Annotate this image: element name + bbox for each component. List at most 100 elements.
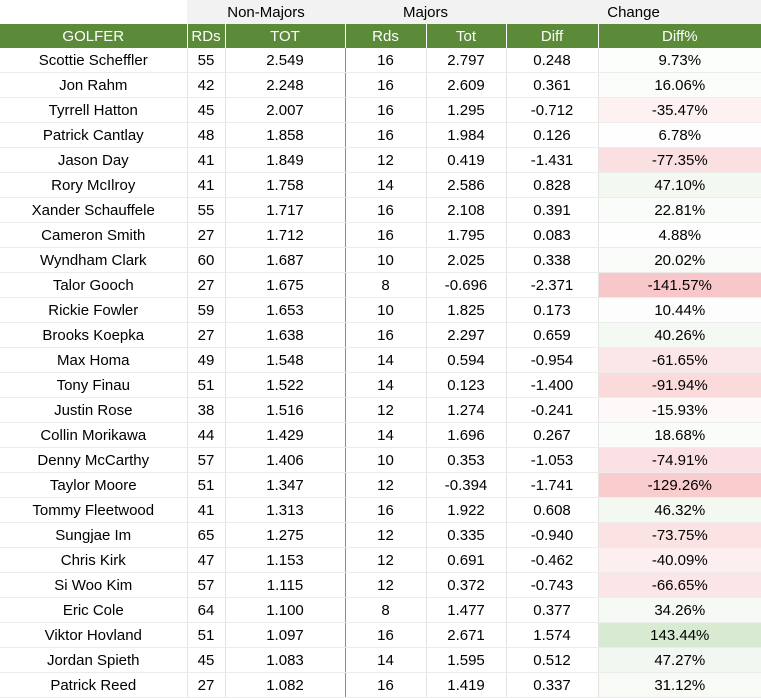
cell-diff-pct[interactable]: 10.44% [598, 297, 761, 323]
cell-golfer[interactable]: Cameron Smith [0, 222, 188, 248]
cell-m-tot[interactable]: 1.595 [426, 647, 507, 673]
cell-nm-rds[interactable]: 51 [187, 372, 226, 398]
cell-diff-pct[interactable]: 47.27% [598, 647, 761, 673]
cell-golfer[interactable]: Justin Rose [0, 397, 188, 423]
cell-golfer[interactable]: Tyrrell Hatton [0, 97, 188, 123]
cell-m-rds[interactable]: 12 [345, 147, 427, 173]
cell-m-rds[interactable]: 16 [345, 97, 427, 123]
cell-nm-rds[interactable]: 57 [187, 572, 226, 598]
cell-nm-rds[interactable]: 45 [187, 647, 226, 673]
column-header-golfer[interactable]: GOLFER [0, 24, 187, 48]
cell-diff-pct[interactable]: 40.26% [598, 322, 761, 348]
cell-m-rds[interactable]: 10 [345, 447, 427, 473]
cell-diff[interactable]: 0.391 [506, 197, 599, 223]
cell-golfer[interactable]: Si Woo Kim [0, 572, 188, 598]
cell-m-tot[interactable]: 1.922 [426, 497, 507, 523]
cell-diff-pct[interactable]: -40.09% [598, 547, 761, 573]
cell-diff[interactable]: -0.940 [506, 522, 599, 548]
cell-diff[interactable]: -0.241 [506, 397, 599, 423]
cell-golfer[interactable]: Patrick Cantlay [0, 122, 188, 148]
cell-golfer[interactable]: Wyndham Clark [0, 247, 188, 273]
cell-m-tot[interactable]: 2.586 [426, 172, 507, 198]
cell-golfer[interactable]: Eric Cole [0, 597, 188, 623]
cell-diff-pct[interactable]: 47.10% [598, 172, 761, 198]
cell-m-tot[interactable]: -0.696 [426, 272, 507, 298]
cell-nm-rds[interactable]: 41 [187, 172, 226, 198]
cell-m-rds[interactable]: 16 [345, 222, 427, 248]
cell-m-tot[interactable]: 1.696 [426, 422, 507, 448]
cell-diff[interactable]: 0.512 [506, 647, 599, 673]
cell-diff[interactable]: 0.338 [506, 247, 599, 273]
cell-diff[interactable]: 0.659 [506, 322, 599, 348]
cell-nm-rds[interactable]: 27 [187, 272, 226, 298]
cell-nm-rds[interactable]: 48 [187, 122, 226, 148]
cell-diff-pct[interactable]: -61.65% [598, 347, 761, 373]
cell-diff-pct[interactable]: -73.75% [598, 522, 761, 548]
cell-m-rds[interactable]: 8 [345, 272, 427, 298]
cell-diff-pct[interactable]: -91.94% [598, 372, 761, 398]
cell-m-tot[interactable]: 2.609 [426, 72, 507, 98]
cell-nm-rds[interactable]: 65 [187, 522, 226, 548]
cell-diff-pct[interactable]: 22.81% [598, 197, 761, 223]
cell-diff[interactable]: -1.053 [506, 447, 599, 473]
cell-diff-pct[interactable]: 143.44% [598, 622, 761, 648]
cell-m-tot[interactable]: 0.372 [426, 572, 507, 598]
group-header-blank[interactable] [0, 0, 187, 24]
cell-nm-rds[interactable]: 51 [187, 622, 226, 648]
cell-diff[interactable]: 0.377 [506, 597, 599, 623]
cell-diff-pct[interactable]: 9.73% [598, 48, 761, 73]
cell-nm-tot[interactable]: 1.115 [225, 572, 346, 598]
group-header-non-majors[interactable]: Non-Majors [187, 0, 345, 24]
cell-nm-rds[interactable]: 27 [187, 222, 226, 248]
cell-diff[interactable]: 0.126 [506, 122, 599, 148]
column-header-m-tot[interactable]: Tot [425, 24, 507, 48]
cell-diff[interactable]: -1.400 [506, 372, 599, 398]
cell-golfer[interactable]: Viktor Hovland [0, 622, 188, 648]
cell-diff-pct[interactable]: -74.91% [598, 447, 761, 473]
cell-nm-rds[interactable]: 55 [187, 48, 226, 73]
cell-nm-tot[interactable]: 1.548 [225, 347, 346, 373]
cell-diff[interactable]: -0.743 [506, 572, 599, 598]
cell-golfer[interactable]: Collin Morikawa [0, 422, 188, 448]
cell-nm-tot[interactable]: 1.858 [225, 122, 346, 148]
cell-m-rds[interactable]: 12 [345, 397, 427, 423]
column-header-nm-tot[interactable]: TOT [224, 24, 345, 48]
cell-diff[interactable]: -0.954 [506, 347, 599, 373]
cell-diff-pct[interactable]: 6.78% [598, 122, 761, 148]
cell-m-tot[interactable]: 2.671 [426, 622, 507, 648]
cell-diff[interactable]: -1.431 [506, 147, 599, 173]
cell-m-tot[interactable]: 1.984 [426, 122, 507, 148]
cell-golfer[interactable]: Talor Gooch [0, 272, 188, 298]
cell-m-tot[interactable]: 0.691 [426, 547, 507, 573]
cell-m-tot[interactable]: 1.295 [426, 97, 507, 123]
group-header-majors[interactable]: Majors [345, 0, 507, 24]
cell-diff[interactable]: 0.337 [506, 672, 599, 698]
cell-nm-rds[interactable]: 27 [187, 322, 226, 348]
cell-diff[interactable]: -1.741 [506, 472, 599, 498]
column-header-diff[interactable]: Diff [505, 24, 599, 48]
cell-m-rds[interactable]: 10 [345, 297, 427, 323]
cell-m-tot[interactable]: 1.419 [426, 672, 507, 698]
cell-diff-pct[interactable]: 18.68% [598, 422, 761, 448]
cell-diff-pct[interactable]: -66.65% [598, 572, 761, 598]
cell-golfer[interactable]: Xander Schauffele [0, 197, 188, 223]
column-header-m-rds[interactable]: Rds [344, 24, 426, 48]
cell-nm-tot[interactable]: 1.712 [225, 222, 346, 248]
cell-golfer[interactable]: Jason Day [0, 147, 188, 173]
cell-golfer[interactable]: Max Homa [0, 347, 188, 373]
cell-m-rds[interactable]: 12 [345, 472, 427, 498]
cell-nm-tot[interactable]: 1.717 [225, 197, 346, 223]
cell-diff-pct[interactable]: 20.02% [598, 247, 761, 273]
cell-nm-tot[interactable]: 2.007 [225, 97, 346, 123]
cell-nm-tot[interactable]: 1.653 [225, 297, 346, 323]
cell-nm-tot[interactable]: 1.758 [225, 172, 346, 198]
cell-nm-tot[interactable]: 1.522 [225, 372, 346, 398]
cell-m-rds[interactable]: 16 [345, 322, 427, 348]
cell-nm-tot[interactable]: 1.097 [225, 622, 346, 648]
cell-m-tot[interactable]: 0.419 [426, 147, 507, 173]
cell-nm-rds[interactable]: 38 [187, 397, 226, 423]
group-header-change[interactable]: Change [506, 0, 761, 24]
cell-nm-rds[interactable]: 44 [187, 422, 226, 448]
cell-nm-rds[interactable]: 51 [187, 472, 226, 498]
cell-diff[interactable]: 0.173 [506, 297, 599, 323]
